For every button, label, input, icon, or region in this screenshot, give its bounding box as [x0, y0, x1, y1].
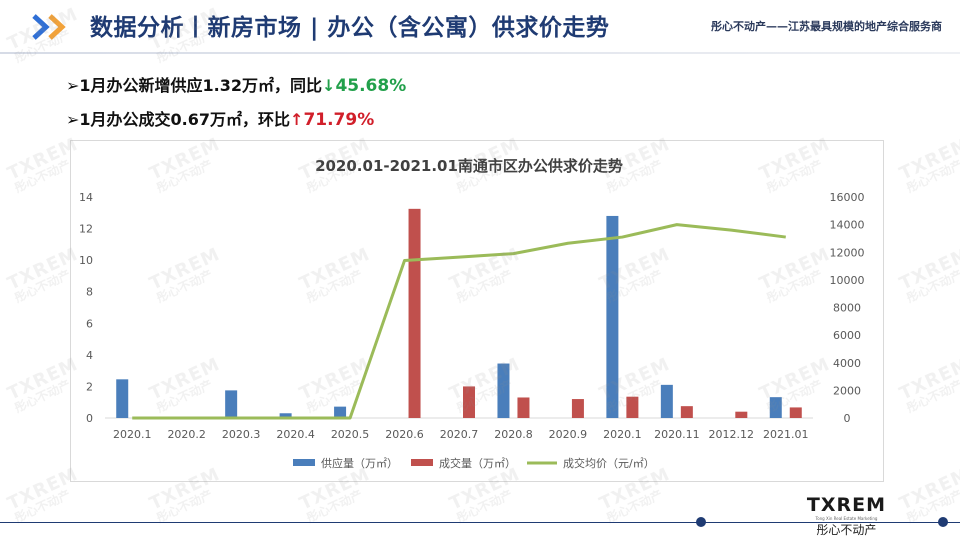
deal-bar	[571, 399, 584, 418]
supply-yoy-value: 45.68%	[335, 76, 407, 96]
footer-dot	[938, 517, 948, 527]
y-left-tick-label: 2	[86, 380, 93, 393]
deal-bar	[626, 396, 639, 418]
supply-demand-price-chart: 2020.01-2021.01南通市区办公供求价走势 0 2 4 6 8 10 12 14 0 20…	[79, 157, 865, 470]
chart-title: 2020.01-2021.01南通市区办公供求价走势	[315, 157, 623, 175]
supply-bar	[116, 379, 129, 418]
deal-bar	[408, 208, 421, 418]
legend-deal-swatch	[411, 459, 433, 466]
deal-bar	[680, 406, 693, 418]
price-line	[132, 223, 786, 420]
deal-bullet-text: ➢1月办公成交0.67万㎡，环比	[66, 110, 291, 129]
watermark: TXREM 彤心不动产	[896, 353, 960, 416]
y-left-tick-label: 14	[79, 191, 93, 204]
y-left-tick-label: 4	[86, 349, 93, 362]
supply-bar	[225, 390, 238, 418]
page-title: 数据分析丨新房市场 | 办公（含公寓）供求价走势	[90, 15, 610, 41]
company-slogan: 彤心不动产——江苏最具规模的地产综合服务商	[711, 20, 942, 33]
header-divider	[0, 52, 960, 54]
y-right-tick-label: 0	[844, 412, 851, 425]
y-right-tick-label: 2000	[833, 384, 861, 397]
supply-bullet-text: ➢1月办公新增供应1.32万㎡，同比	[66, 76, 323, 95]
y-right-tick-label: 8000	[833, 302, 861, 315]
deal-bar	[735, 411, 748, 418]
x-tick-label: 2020.2	[167, 428, 206, 441]
supply-bullet: ➢1月办公新增供应1.32万㎡，同比↓45.68%	[66, 72, 406, 96]
x-tick-label: 2020.1	[113, 428, 152, 441]
y-right-tick-label: 14000	[830, 219, 865, 232]
x-tick-label: 2012.12	[709, 428, 755, 441]
down-arrow-icon: ↓	[322, 76, 336, 95]
double-chevron-icon	[32, 14, 66, 40]
x-tick-label: 2020.9	[549, 428, 588, 441]
legend-deal-label: 成交量（万㎡）	[439, 456, 516, 470]
x-tick-label: 2020.8	[494, 428, 533, 441]
legend-supply-label: 供应量（万㎡）	[321, 456, 398, 470]
watermark: TXREM 彤心不动产	[896, 133, 960, 196]
footer-line	[0, 522, 960, 523]
watermark: TXREM 彤心不动产	[896, 463, 960, 526]
deal-mom-value: 71.79%	[303, 110, 375, 130]
legend-supply-swatch	[293, 459, 315, 466]
y-left-tick-label: 10	[79, 254, 93, 267]
supply-bar	[334, 406, 347, 418]
deal-bullet: ➢1月办公成交0.67万㎡，环比↑71.79%	[66, 106, 374, 130]
legend-price-label: 成交均价（元/㎡）	[563, 456, 655, 470]
y-left-tick-label: 12	[79, 223, 93, 236]
y-right-tick-label: 10000	[830, 274, 865, 287]
y-right-tick-label: 6000	[833, 329, 861, 342]
deal-bar	[517, 397, 530, 418]
footer-dot	[696, 517, 706, 527]
deal-bar	[463, 386, 475, 418]
company-logo: TXREM Tong Xin Real Estate Marketing 彤心不…	[807, 494, 886, 538]
x-tick-label: 2020.7	[440, 428, 479, 441]
header: 数据分析丨新房市场 | 办公（含公寓）供求价走势 彤心不动产——江苏最具规模的地…	[0, 0, 960, 54]
supply-bar	[497, 363, 510, 418]
y-right-tick-label: 16000	[830, 191, 865, 204]
x-tick-label: 2021.01	[763, 428, 809, 441]
supply-bar	[660, 384, 673, 418]
x-tick-label: 2020.1	[603, 428, 642, 441]
y-right-tick-label: 12000	[830, 246, 865, 259]
y-left-tick-label: 0	[86, 412, 93, 425]
chart-frame: 2020.01-2021.01南通市区办公供求价走势 0 2 4 6 8 10 12 14 0 20…	[70, 140, 884, 482]
up-arrow-icon: ↑	[290, 110, 304, 129]
y-left-tick-label: 8	[86, 286, 93, 299]
deal-bar	[789, 407, 802, 418]
logo-chinese: 彤心不动产	[816, 523, 877, 537]
x-tick-label: 2020.3	[222, 428, 261, 441]
supply-bar	[606, 215, 619, 418]
x-tick-label: 2020.5	[331, 428, 370, 441]
watermark: TXREM 彤心不动产	[896, 243, 960, 306]
y-right-tick-label: 4000	[833, 357, 861, 370]
y-left-tick-label: 6	[86, 317, 93, 330]
x-tick-label: 2020.6	[385, 428, 424, 441]
logo-mark: TXREM	[806, 494, 886, 516]
supply-bar	[769, 397, 782, 418]
x-tick-label: 2020.11	[654, 428, 700, 441]
supply-bar	[279, 413, 292, 418]
x-tick-label: 2020.4	[276, 428, 315, 441]
logo-english: Tong Xin Real Estate Marketing	[815, 516, 878, 521]
